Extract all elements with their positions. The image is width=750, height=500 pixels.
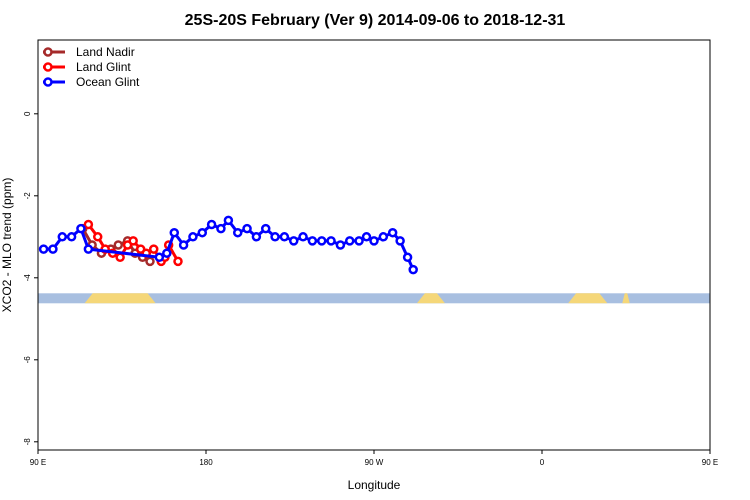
- chart-title: 25S-20S February (Ver 9) 2014-09-06 to 2…: [185, 12, 566, 29]
- series-1-point-6: [128, 236, 138, 246]
- legend-marker-1: [43, 62, 53, 72]
- series-1-point-0: [83, 219, 94, 230]
- series-1-point-1: [92, 232, 103, 242]
- series-2-point-7: [162, 248, 172, 258]
- series-2-point-32: [387, 227, 398, 238]
- series-2-point-28: [354, 236, 364, 246]
- series-2-point-20: [279, 232, 290, 242]
- series-1-point-9: [148, 244, 159, 254]
- series-layer: [38, 215, 418, 275]
- x-tick-label-0: 90 E: [30, 458, 46, 467]
- y-axis-label: XCO2 - MLO trend (ppm): [0, 178, 14, 313]
- land-segment-0: [84, 293, 156, 304]
- series-2-point-24: [316, 236, 327, 246]
- x-tick-label-3: 0: [540, 458, 545, 467]
- land-ocean-mask: [38, 293, 710, 304]
- x-axis: 90 E 180 90 W 0 90 E: [30, 450, 718, 467]
- series-2-point-25: [326, 236, 336, 246]
- series-1-point-4: [115, 252, 125, 263]
- land-segment-1: [416, 293, 445, 304]
- series-2-point-27: [344, 236, 355, 246]
- series-0-point-8: [145, 256, 155, 267]
- series-2-point-1: [48, 244, 58, 254]
- series-2-point-35: [408, 264, 418, 275]
- series-2-point-34: [402, 252, 413, 263]
- y-tick-label-1: -2: [23, 192, 32, 200]
- series-2-point-8: [169, 227, 180, 238]
- series-2-point-4: [76, 223, 86, 234]
- series-2-point-22: [298, 232, 308, 242]
- y-tick-label-2: -4: [23, 274, 32, 282]
- series-2-point-26: [335, 240, 346, 250]
- land-segment-3: [622, 293, 630, 304]
- series-2-point-5: [83, 244, 94, 254]
- x-tick-label-1: 180: [199, 458, 213, 467]
- series-2: [38, 215, 418, 275]
- legend-label-2: Ocean Glint: [76, 75, 140, 89]
- series-2-point-6: [154, 252, 165, 263]
- series-2-point-18: [260, 223, 271, 234]
- series-2-point-2: [57, 232, 68, 242]
- y-tick-label-3: -6: [23, 356, 32, 364]
- land-segment-2: [568, 293, 608, 304]
- series-2-point-12: [206, 219, 217, 230]
- legend-label-1: Land Glint: [76, 60, 131, 74]
- series-2-point-31: [378, 232, 389, 242]
- series-1-point-13: [173, 256, 183, 267]
- series-2-point-33: [395, 236, 405, 246]
- series-2-point-30: [369, 236, 379, 246]
- series-0-point-4: [113, 240, 124, 250]
- series-2-point-14: [223, 215, 234, 226]
- x-tick-label-2: 90 W: [365, 458, 384, 467]
- legend-marker-2: [43, 77, 53, 87]
- ocean-band: [38, 293, 710, 304]
- y-tick-label-0: 0: [23, 111, 32, 116]
- series-2-point-19: [270, 232, 280, 242]
- series-2-point-11: [197, 227, 208, 238]
- series-2-point-29: [361, 232, 372, 242]
- series-2-point-21: [288, 236, 299, 246]
- legend-label-0: Land Nadir: [76, 45, 135, 59]
- series-2-point-3: [66, 232, 77, 242]
- series-2-point-23: [307, 236, 318, 246]
- series-2-point-9: [178, 240, 189, 250]
- series-2-point-10: [188, 232, 198, 242]
- series-2-point-17: [251, 232, 262, 242]
- y-axis: 0 -2 -4 -6 -8: [23, 111, 38, 445]
- x-tick-label-4: 90 E: [702, 458, 718, 467]
- y-tick-label-4: -8: [23, 438, 32, 446]
- series-2-point-15: [232, 227, 243, 238]
- series-2-point-16: [242, 223, 252, 234]
- series-2-point-13: [216, 223, 226, 234]
- legend-marker-0: [43, 47, 53, 57]
- series-2-point-0: [38, 244, 49, 254]
- x-axis-label: Longitude: [348, 478, 401, 492]
